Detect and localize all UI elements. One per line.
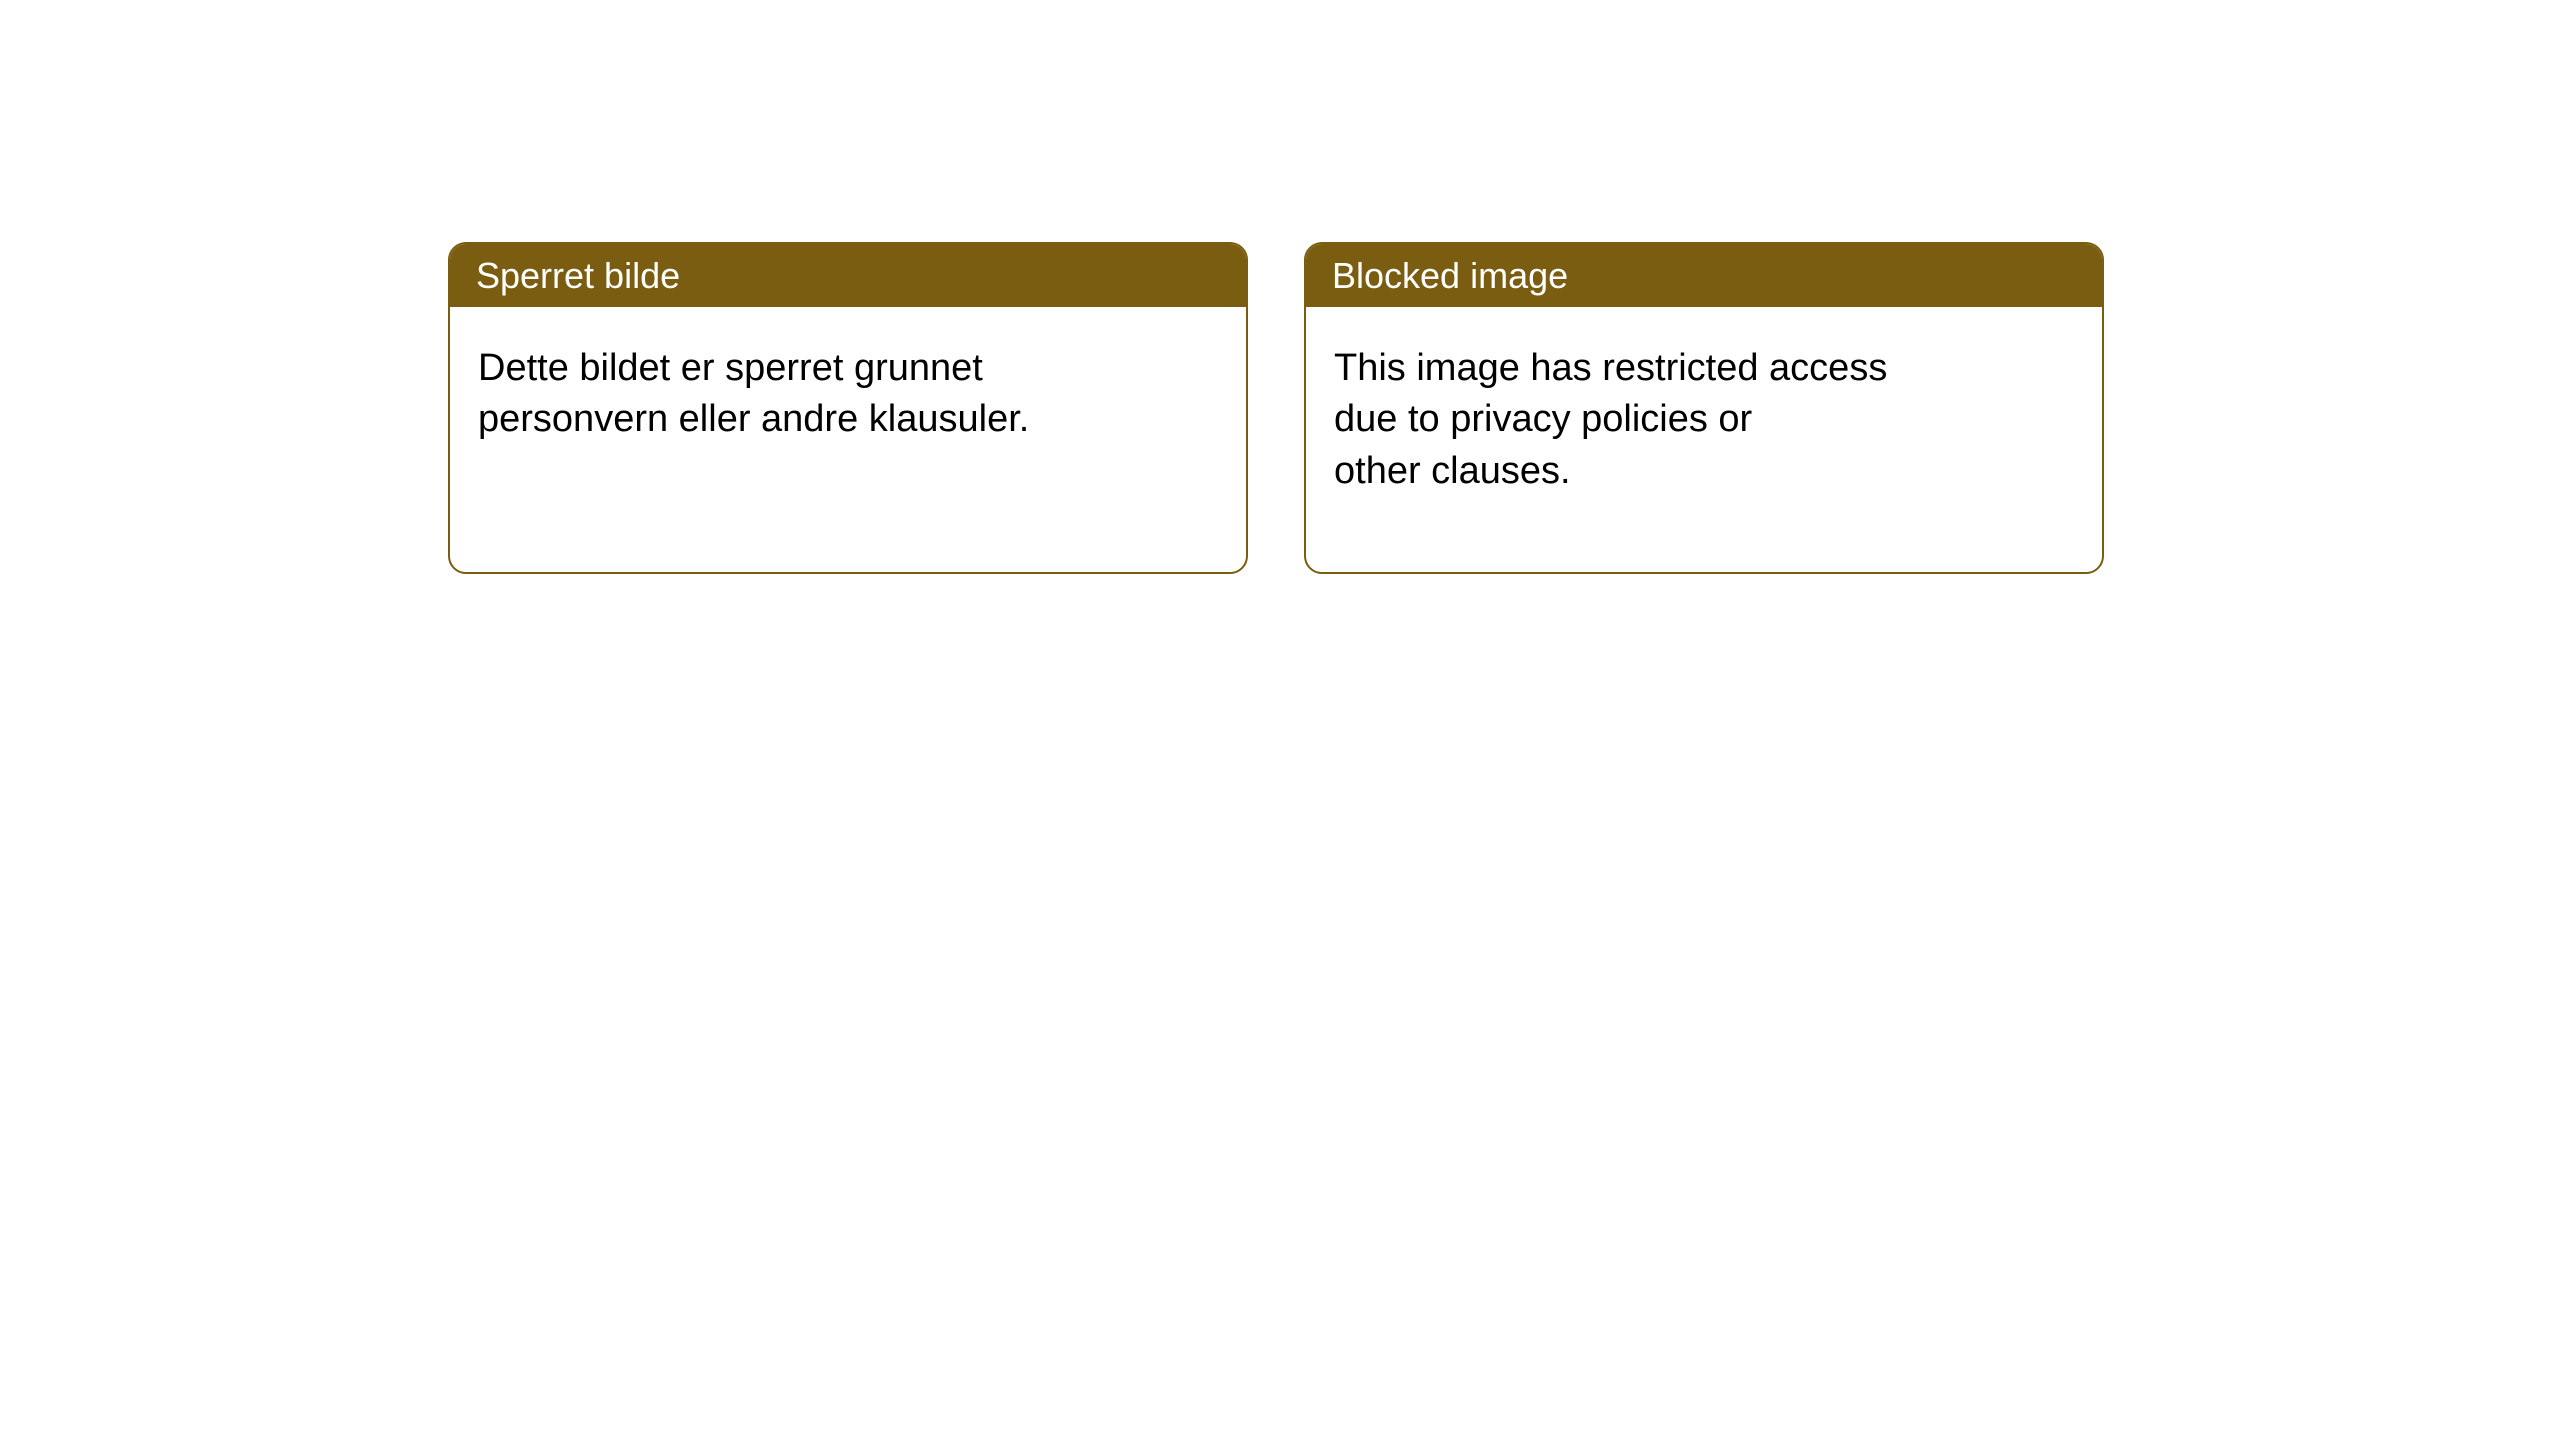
notice-body: Dette bildet er sperret grunnet personve… xyxy=(450,307,1246,482)
notice-container: Sperret bilde Dette bildet er sperret gr… xyxy=(0,0,2560,574)
notice-title: Blocked image xyxy=(1306,244,2102,307)
notice-body: This image has restricted access due to … xyxy=(1306,307,2102,533)
notice-card-norwegian: Sperret bilde Dette bildet er sperret gr… xyxy=(448,242,1248,574)
notice-card-english: Blocked image This image has restricted … xyxy=(1304,242,2104,574)
notice-title: Sperret bilde xyxy=(450,244,1246,307)
